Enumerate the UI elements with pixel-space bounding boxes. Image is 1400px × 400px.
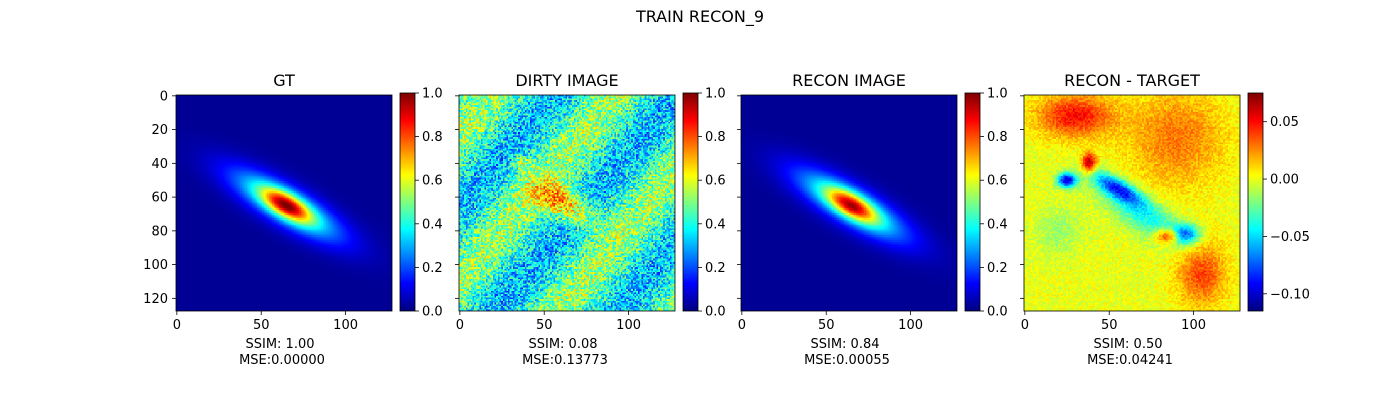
x-tick-label: 50: [818, 318, 835, 333]
axes-frame: [458, 94, 676, 312]
colorbar-tick-label: 0.8: [705, 130, 726, 145]
colorbar-tick-label: 0.8: [987, 130, 1008, 145]
heatmap-image: [176, 95, 392, 311]
colorbar: [683, 93, 698, 311]
panel-4: RECON - TARGET 0 50 100 SSIM: 0.50MSE:0.0424…: [1020, 71, 1310, 368]
heatmap-image: [1024, 95, 1240, 311]
x-tick-label: 100: [616, 318, 641, 333]
colorbar-frame: [1247, 92, 1264, 312]
y-tick-label: 20: [151, 123, 168, 138]
colorbar-tick-label: 0.2: [705, 261, 726, 276]
axes-frame: [175, 94, 393, 312]
colorbar-tick-label: 0.6: [422, 174, 443, 189]
colorbar-tick-label: 0.05: [1270, 115, 1299, 130]
colorbar-tick-label: 0.4: [422, 217, 443, 232]
x-tick-label: 100: [333, 318, 358, 333]
x-tick-label: 100: [1181, 318, 1206, 333]
colorbar-tick-label: 1.0: [987, 87, 1008, 102]
x-tick-label: 50: [1101, 318, 1118, 333]
panel-title: RECON IMAGE: [792, 71, 906, 90]
y-tick-label: 0: [160, 89, 168, 104]
panel-1: GT 0 50 100 0 20 40 60 80 100 120 SSIM: 1.00MSE:0.0…: [143, 71, 443, 368]
colorbar-tick-label: 0.6: [705, 174, 726, 189]
colorbar-tick-label: 1.0: [705, 87, 726, 102]
heatmap-image: [459, 95, 675, 311]
panel-title: GT: [273, 71, 295, 90]
colorbar-tick-label: −0.10: [1270, 287, 1310, 302]
axes-frame: [1023, 94, 1241, 312]
x-tick-label: 50: [253, 318, 270, 333]
colorbar-tick-label: −0.05: [1270, 230, 1310, 245]
x-tick-label: 0: [738, 318, 746, 333]
colorbar-tick-label: 0.0: [987, 305, 1008, 320]
ssim-caption: SSIM: 0.50: [1093, 337, 1162, 352]
x-tick-label: 0: [456, 318, 464, 333]
colorbar-frame: [964, 92, 981, 312]
y-tick-label: 60: [151, 191, 168, 206]
colorbar-tick-label: 0.4: [987, 217, 1008, 232]
colorbar: [400, 93, 415, 311]
panel-title: DIRTY IMAGE: [515, 71, 618, 90]
colorbar-tick-label: 0.0: [705, 305, 726, 320]
mse-caption: MSE:0.00055: [804, 353, 890, 368]
axes-frame: [740, 94, 958, 312]
colorbar-tick-label: 0.6: [987, 174, 1008, 189]
ssim-caption: SSIM: 0.08: [528, 337, 597, 352]
figure-title: TRAIN RECON_9: [635, 7, 764, 27]
mse-caption: MSE:0.00000: [239, 353, 325, 368]
colorbar-tick-label: 0.4: [705, 217, 726, 232]
ssim-caption: SSIM: 0.84: [810, 337, 879, 352]
colorbar-tick-label: 0.2: [987, 261, 1008, 276]
panel-title: RECON - TARGET: [1064, 71, 1200, 90]
colorbar-tick-label: 0.00: [1270, 173, 1299, 188]
heatmap-image: [741, 95, 957, 311]
colorbar: [965, 93, 980, 311]
colorbar-frame: [399, 92, 416, 312]
y-tick-label: 120: [143, 292, 168, 307]
colorbar-tick-label: 0.0: [422, 305, 443, 320]
x-tick-label: 50: [536, 318, 553, 333]
colorbar-tick-label: 0.2: [422, 261, 443, 276]
colorbar: [1248, 93, 1263, 311]
colorbar-frame: [682, 92, 699, 312]
colorbar-tick-label: 1.0: [422, 87, 443, 102]
mse-caption: MSE:0.04241: [1087, 353, 1173, 368]
ssim-caption: SSIM: 1.00: [245, 337, 314, 352]
y-tick-label: 80: [151, 224, 168, 239]
x-tick-label: 0: [173, 318, 181, 333]
x-tick-label: 0: [1021, 318, 1029, 333]
x-tick-label: 100: [898, 318, 923, 333]
y-tick-label: 40: [151, 157, 168, 172]
mse-caption: MSE:0.13773: [522, 353, 608, 368]
colorbar-tick-label: 0.8: [422, 130, 443, 145]
y-tick-label: 100: [143, 258, 168, 273]
